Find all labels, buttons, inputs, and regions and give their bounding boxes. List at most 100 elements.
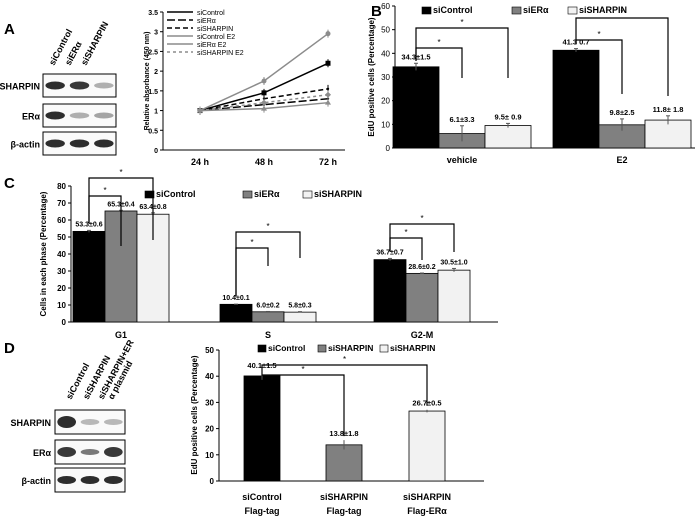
chart-b-significance-star: *: [620, 8, 623, 17]
blot-a-band: [45, 111, 65, 120]
chart-a-point: [325, 99, 331, 105]
chart-c-data-label: 5.8±0.3: [288, 303, 311, 310]
chart-d-significance-star: *: [343, 355, 346, 364]
chart-c-significance-star: *: [119, 168, 122, 177]
chart-b-y-tick-label: 30: [381, 73, 390, 82]
chart-d-significance-bracket: [261, 369, 345, 437]
chart-b-data-label: 11.8± 1.8: [653, 105, 684, 114]
chart-c-data-label: 28.6±0.2: [408, 264, 435, 271]
chart-d-y-tick-label: 10: [205, 451, 214, 460]
chart-d-y-tick-label: 50: [205, 346, 214, 355]
chart-b-significance-bracket: [575, 17, 669, 96]
blot-a-band: [45, 81, 65, 90]
blot-a-row-label: ERα: [22, 112, 41, 122]
chart-c-significance-star: *: [420, 214, 423, 223]
chart-d-y-label: EdU positive cells (Percentage): [190, 355, 199, 474]
chart-c-bar: [251, 311, 285, 323]
chart-a-point: [261, 105, 267, 111]
blot-a-band: [69, 112, 90, 119]
chart-c-legend-label: siERα: [254, 189, 280, 199]
chart-a-y-tick-label: 0: [154, 148, 158, 155]
blot-a-band: [94, 82, 114, 89]
chart-d-legend-label: siControl: [268, 343, 305, 353]
chart-c-y-tick-label: 70: [57, 199, 66, 208]
chart-b-bar: [644, 119, 692, 149]
chart-c-data-label: 36.7±0.7: [376, 249, 403, 256]
chart-b-y-tick-label: 50: [381, 26, 390, 35]
chart-c-legend-swatch: [144, 190, 155, 199]
chart-b-y-tick-label: 20: [381, 97, 390, 106]
chart-c-x-tick-label: G2-M: [411, 330, 434, 340]
chart-b-significance-star: *: [460, 18, 463, 27]
chart-c-bar: [373, 259, 407, 323]
chart-c-legend-swatch: [302, 190, 313, 199]
chart-a-point: [197, 107, 203, 114]
chart-a-legend-label: siControl E2: [197, 34, 235, 41]
chart-c-bar: [219, 303, 253, 323]
chart-b-x-tick-label: E2: [616, 155, 627, 165]
chart-d-x-tick-label-2: Flag-ERα: [407, 506, 447, 516]
chart-b-y-tick-label: 60: [381, 2, 390, 11]
chart-b-data-label: 9.5± 0.9: [494, 112, 521, 121]
blot-a-band: [94, 112, 114, 119]
chart-a-y-tick-label: 3.5: [148, 10, 158, 17]
chart-d-legend-label: siSHARPIN: [328, 343, 373, 353]
blot-a-row-label: SHARPIN: [0, 82, 40, 92]
chart-d-legend-label: siSHARPIN: [390, 343, 435, 353]
chart-b-legend-label: siControl: [433, 5, 473, 15]
blot-d-band: [104, 476, 123, 484]
chart-c-legend-label: siControl: [156, 189, 196, 199]
blot-d-row-label: SHARPIN: [10, 418, 51, 428]
chart-c-bar: [437, 269, 471, 323]
chart-d-y-tick-label: 40: [205, 372, 214, 381]
chart-a-point: [325, 31, 331, 37]
blot-d-band: [57, 476, 76, 484]
panel-label-c: C: [4, 175, 15, 192]
chart-b-legend-swatch: [567, 6, 578, 15]
chart-b-data-label: 9.8±2.5: [610, 108, 635, 117]
chart-c-y-tick-label: 60: [57, 216, 66, 225]
chart-c-significance-star: *: [404, 228, 407, 237]
chart-b-significance-bracket: [415, 27, 509, 78]
chart-b-y-tick-label: 0: [386, 144, 391, 153]
chart-c-significance-bracket: [88, 177, 154, 240]
blot-d-band: [80, 449, 100, 455]
chart-c-y-tick-label: 10: [57, 301, 66, 310]
chart-c-bar: [283, 311, 317, 323]
chart-a-x-tick-label: 72 h: [319, 157, 337, 167]
chart-a-legend-label: siSHARPIN: [197, 26, 233, 33]
chart-c-x-tick-label: G1: [115, 330, 127, 340]
chart-c-data-label: 53.3±0.6: [75, 221, 102, 228]
blot-d-band: [57, 447, 76, 457]
chart-c-y-label: Cells in each phase (Percentage): [39, 191, 48, 316]
chart-b-x-tick-label: vehicle: [447, 155, 478, 165]
chart-a-point: [261, 90, 267, 96]
chart-c-y-tick-label: 20: [57, 284, 66, 293]
chart-b-y-tick-label: 40: [381, 49, 390, 58]
chart-b-legend-label: siSHARPIN: [579, 5, 627, 15]
chart-a-y-label: Relative absorbance (450 nm): [144, 32, 151, 131]
chart-d-x-tick-label: siControl: [242, 492, 282, 502]
blot-a-band: [69, 139, 90, 148]
blot-d-band: [80, 476, 100, 484]
chart-c-significance-bracket: [235, 231, 301, 297]
panel-label-b: B: [371, 3, 382, 20]
chart-a-y-tick-label: 2.5: [148, 49, 158, 56]
chart-c-y-tick-label: 30: [57, 267, 66, 276]
chart-a-legend-label: siERα: [197, 18, 216, 25]
blot-a-lane-label: siSHARPIN: [79, 20, 110, 67]
chart-a-y-tick-label: 1.5: [148, 89, 158, 96]
chart-a-y-tick-label: 2: [154, 69, 158, 76]
chart-d-x-tick-label-2: Flag-tag: [327, 506, 362, 516]
chart-d-legend-swatch: [257, 344, 267, 353]
blot-a-row-label: β-actin: [11, 140, 41, 150]
chart-d-x-tick-label-2: Flag-tag: [245, 506, 280, 516]
chart-b-legend-swatch: [511, 6, 522, 15]
chart-b-bar: [552, 49, 600, 149]
chart-c-data-label: 6.0±0.2: [256, 302, 279, 309]
chart-a-legend-label: siERα E2: [197, 42, 226, 49]
chart-b-bar: [484, 125, 532, 149]
chart-c-x-tick-label: S: [265, 330, 271, 340]
blot-a-band: [45, 139, 65, 148]
